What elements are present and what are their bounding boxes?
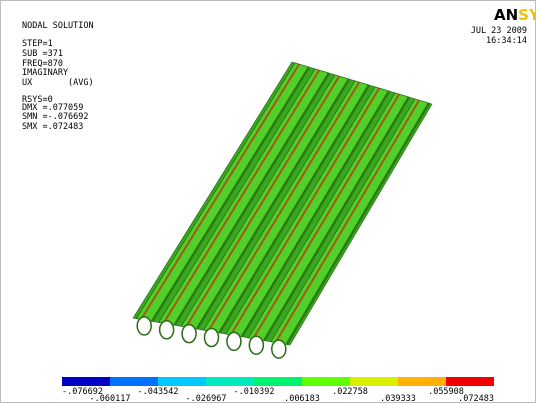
legend-label: .039333 <box>380 394 416 403</box>
legend-swatch <box>302 377 350 386</box>
logo: ANSYS <box>494 6 536 24</box>
legend-label: .022758 <box>332 387 368 397</box>
legend-swatch <box>350 377 398 386</box>
legend-swatch <box>446 377 494 386</box>
rib-end <box>249 336 263 354</box>
info-line: SUB =371 <box>22 49 63 59</box>
rib-end <box>137 317 151 335</box>
rib-end <box>160 321 174 339</box>
legend-label: -.043542 <box>138 387 179 397</box>
page: {"logo": {"prefix": "AN", "suffix": "SYS… <box>0 0 536 403</box>
time: 16:34:14 <box>486 36 527 46</box>
rib-end <box>205 329 219 347</box>
legend-swatch <box>110 377 158 386</box>
legend-swatch <box>206 377 254 386</box>
info-line: IMAGINARY <box>22 68 68 78</box>
legend-swatch <box>254 377 302 386</box>
legend-label: -.060117 <box>90 394 131 403</box>
legend-swatch <box>62 377 110 386</box>
info-line: NODAL SOLUTION <box>22 21 94 31</box>
legend-label: .006183 <box>284 394 320 403</box>
legend-label: .072483 <box>458 394 494 403</box>
legend-label: -.026967 <box>186 394 227 403</box>
rib-end <box>182 325 196 343</box>
rib-end <box>227 332 241 350</box>
logo-suffix: SYS <box>518 6 536 24</box>
date: JUL 23 2009 <box>471 26 527 36</box>
legend-swatch <box>158 377 206 386</box>
legend-label: -.010392 <box>234 387 275 397</box>
info-line: SMX =.072483 <box>22 122 83 132</box>
logo-prefix: AN <box>494 6 518 24</box>
info-line: STEP=1 <box>22 39 53 49</box>
info-line: UX (AVG) <box>22 78 94 88</box>
legend-swatch <box>398 377 446 386</box>
ansys-window: ANSYS JUL 23 2009 16:34:14 NODAL SOLUTIO… <box>0 0 536 403</box>
rib-end <box>272 340 286 358</box>
info-line: SMN =-.076692 <box>22 112 89 122</box>
